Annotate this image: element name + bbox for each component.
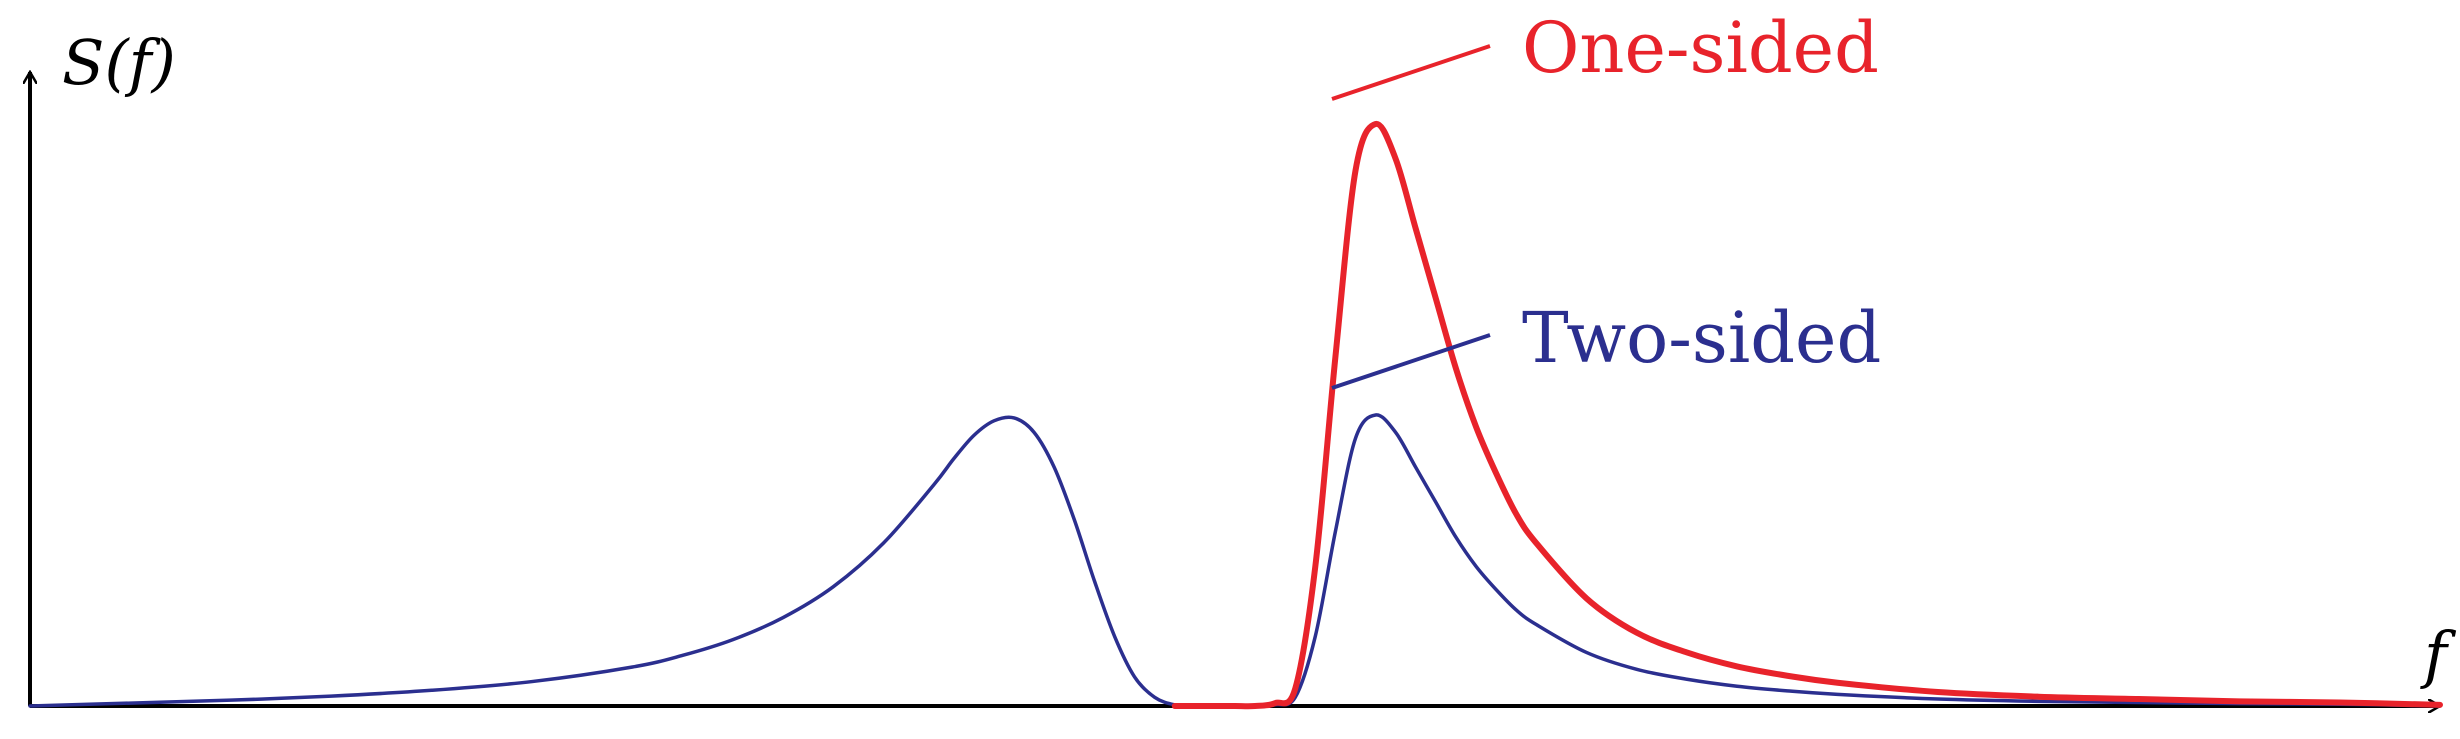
one-sided-leader-line (1331, 44, 1491, 101)
series-layer (28, 121, 2443, 710)
one-sided-curve (1171, 121, 2443, 710)
two-sided-curve (28, 413, 2442, 708)
x-axis-label: f (2420, 618, 2457, 691)
two-sided-leader-line (1331, 333, 1491, 390)
one-sided-label: One-sided (1522, 7, 1879, 89)
y-axis-label: S(f) (62, 26, 176, 99)
two-sided-label: Two-sided (1522, 297, 1881, 379)
